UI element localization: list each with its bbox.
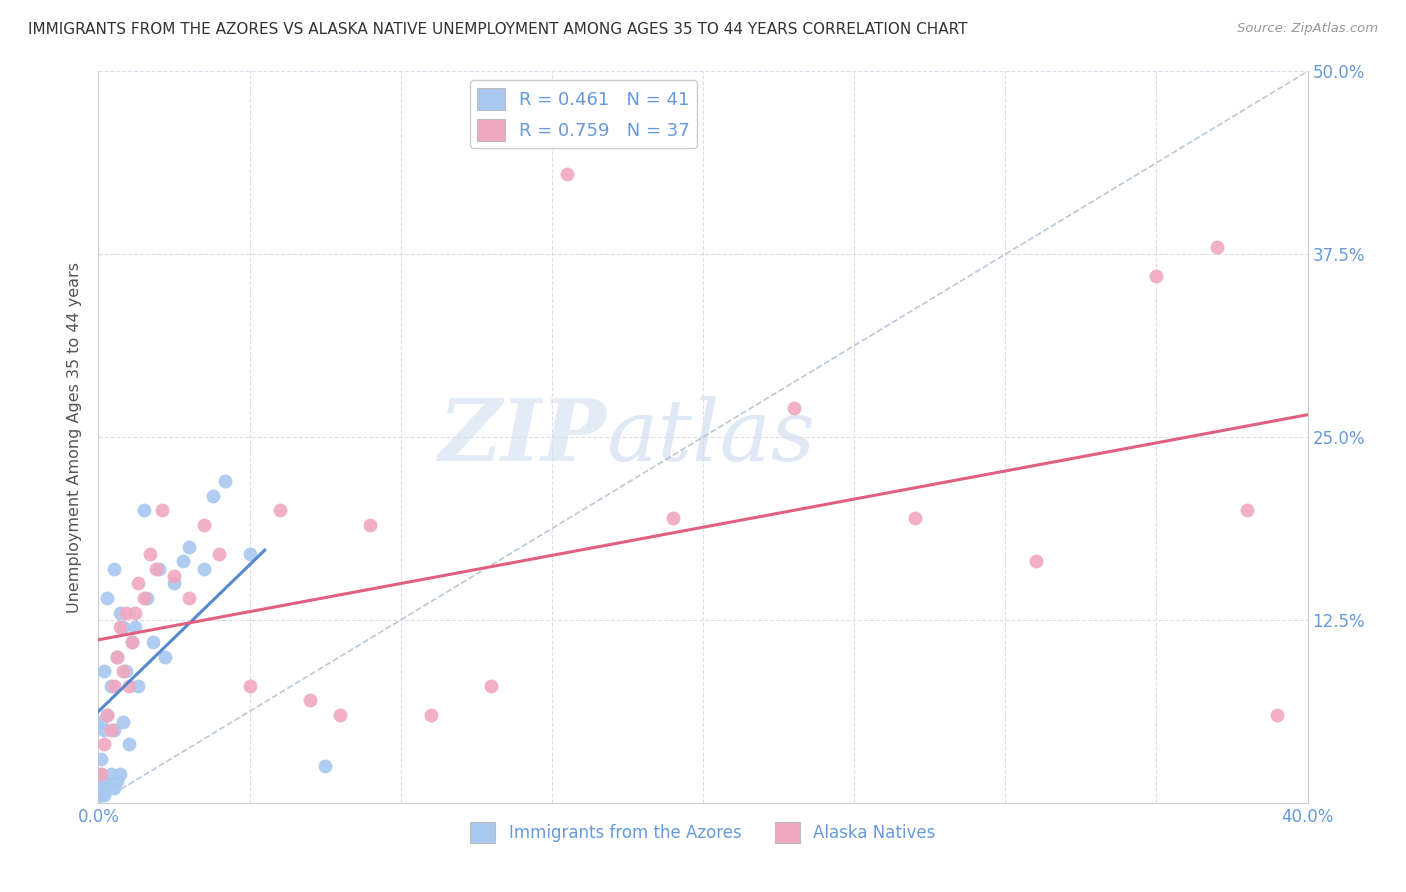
Point (239, 547, 262, 561)
Point (93, 773, 115, 788)
Text: Source: ZipAtlas.com: Source: ZipAtlas.com (1237, 22, 1378, 36)
Point (127, 576, 149, 591)
Text: ZIP: ZIP (439, 395, 606, 479)
Point (121, 635, 143, 649)
Y-axis label: Unemployment Among Ages 35 to 44 years: Unemployment Among Ages 35 to 44 years (67, 261, 83, 613)
Point (103, 562, 125, 576)
Point (114, 606, 136, 620)
Point (214, 474, 236, 488)
Point (1206, 240, 1229, 254)
Point (96, 708, 118, 723)
Point (124, 620, 146, 634)
Point (111, 715, 134, 730)
Point (153, 649, 176, 664)
Point (420, 708, 443, 723)
Point (145, 562, 167, 576)
Point (202, 489, 225, 503)
Point (90, 766, 112, 780)
Point (783, 401, 806, 415)
Legend: Immigrants from the Azores, Alaska Natives: Immigrants from the Azores, Alaska Nativ… (464, 815, 942, 849)
Point (329, 708, 352, 723)
Point (111, 620, 134, 634)
Point (90, 752, 112, 766)
Point (100, 766, 122, 780)
Point (193, 517, 215, 532)
Point (555, 167, 578, 181)
Point (108, 620, 131, 634)
Point (239, 679, 262, 693)
Point (100, 679, 122, 693)
Point (108, 766, 131, 780)
Text: IMMIGRANTS FROM THE AZORES VS ALASKA NATIVE UNEMPLOYMENT AMONG AGES 35 TO 44 YEA: IMMIGRANTS FROM THE AZORES VS ALASKA NAT… (28, 22, 967, 37)
Point (481, 679, 503, 693)
Point (904, 510, 927, 524)
Point (299, 693, 322, 707)
Point (1144, 269, 1167, 284)
Point (96, 781, 118, 796)
Point (132, 503, 155, 517)
Point (90, 766, 112, 780)
Point (111, 664, 134, 678)
Point (179, 591, 201, 605)
Point (93, 723, 115, 737)
Point (103, 723, 125, 737)
Point (179, 540, 201, 554)
Point (139, 547, 162, 561)
Point (314, 759, 336, 773)
Point (661, 510, 683, 524)
Point (193, 562, 215, 576)
Point (124, 606, 146, 620)
Point (360, 517, 382, 532)
Point (118, 679, 141, 693)
Point (93, 737, 115, 751)
Point (103, 679, 125, 693)
Point (148, 562, 170, 576)
Point (90, 789, 112, 803)
Point (1236, 503, 1258, 517)
Point (150, 503, 173, 517)
Point (142, 635, 165, 649)
Point (118, 737, 141, 751)
Point (90, 781, 112, 796)
Text: atlas: atlas (606, 396, 815, 478)
Point (105, 773, 128, 788)
Point (96, 591, 118, 605)
Point (1024, 554, 1046, 568)
Point (114, 664, 136, 678)
Point (100, 723, 122, 737)
Point (105, 649, 128, 664)
Point (105, 649, 128, 664)
Point (93, 789, 115, 803)
Point (90, 715, 112, 730)
Point (208, 547, 231, 561)
Point (163, 576, 186, 591)
Point (163, 569, 186, 583)
Point (96, 708, 118, 723)
Point (132, 591, 155, 605)
Point (127, 679, 149, 693)
Point (1267, 708, 1289, 723)
Point (172, 554, 194, 568)
Point (135, 591, 157, 605)
Point (93, 664, 115, 678)
Point (108, 606, 131, 620)
Point (269, 503, 291, 517)
Point (103, 781, 125, 796)
Point (121, 635, 143, 649)
